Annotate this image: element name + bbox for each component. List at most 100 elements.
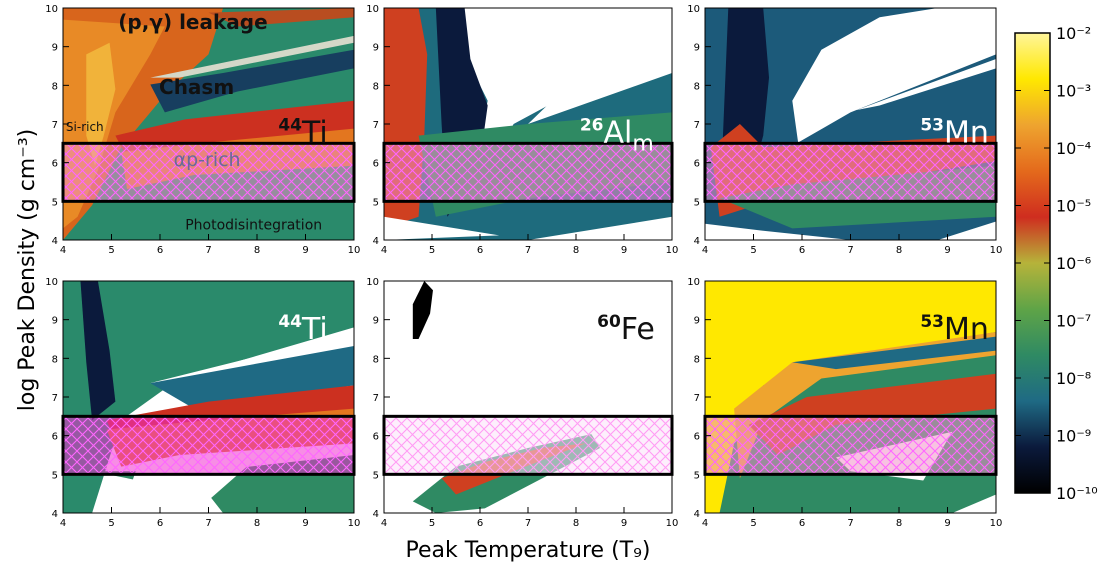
- x-tick-label: 7: [525, 245, 531, 256]
- x-tick-label: 4: [60, 518, 66, 529]
- y-tick-label: 9: [373, 316, 379, 327]
- y-tick-label: 4: [52, 509, 58, 520]
- x-tick-label: 7: [205, 518, 211, 529]
- colorbar-tick-label: 10⁻²: [1056, 24, 1091, 43]
- density-region: [705, 281, 996, 513]
- x-tick-label: 4: [60, 245, 66, 256]
- x-tick-label: 9: [302, 245, 308, 256]
- density-region: [528, 216, 672, 240]
- y-tick-label: 9: [373, 43, 379, 54]
- x-tick-label: 4: [381, 518, 387, 529]
- colorbar-tick-label: 10⁻⁸: [1056, 369, 1091, 388]
- isotope-label: 60Fe: [597, 312, 655, 347]
- x-tick-label: 9: [621, 518, 627, 529]
- y-tick-label: 10: [45, 277, 58, 288]
- y-tick-label: 6: [694, 159, 700, 170]
- x-tick-label: 5: [108, 518, 114, 529]
- density-region: [208, 8, 354, 27]
- y-tick-label: 9: [694, 316, 700, 327]
- y-tick-label: 4: [373, 236, 379, 247]
- isotope-label: 53Mn: [920, 312, 989, 347]
- region-annotation: (p,γ) leakage: [118, 10, 267, 34]
- x-tick-label: 7: [847, 245, 853, 256]
- region-annotation: Si-rich: [66, 120, 104, 134]
- x-tick-label: 10: [990, 518, 1003, 529]
- density-region: [412, 281, 433, 339]
- y-tick-label: 7: [694, 393, 700, 404]
- x-tick-label: 7: [847, 518, 853, 529]
- colorbar-tick-label: 10⁻⁵: [1056, 197, 1091, 216]
- y-tick-label: 6: [52, 432, 58, 443]
- y-tick-label: 9: [694, 43, 700, 54]
- y-tick-label: 4: [694, 236, 700, 247]
- y-tick-label: 8: [52, 354, 58, 365]
- x-tick-label: 9: [302, 518, 308, 529]
- isotope-label: 44Ti: [278, 312, 327, 347]
- y-tick-label: 8: [52, 81, 58, 92]
- colorbar-tick-label: 10⁻⁷: [1056, 312, 1091, 331]
- panel-top-middle: 4 5 6 7 8 9 10 4 5 6 7 8 9 10 26Alm: [366, 4, 678, 256]
- y-tick-label: 10: [687, 277, 700, 288]
- x-axis-title: Peak Temperature (T₉): [405, 538, 650, 563]
- density-region: [456, 8, 672, 162]
- y-tick-label: 8: [694, 81, 700, 92]
- y-tick-label: 4: [52, 236, 58, 247]
- colorbar-tick-label: 10⁻⁶: [1056, 254, 1091, 273]
- panel-bottom-left: 4 5 6 7 8 9 10 4 5 6 7 8 9 10 44Ti: [45, 277, 360, 529]
- density-region: [150, 35, 354, 78]
- alpha-p-band-hatch: [705, 143, 996, 202]
- y-tick-label: 8: [373, 81, 379, 92]
- y-tick-label: 10: [687, 4, 700, 15]
- density-region: [63, 281, 354, 513]
- panel-top-right: 4 5 6 7 8 9 10 4 5 6 7 8 9 10 53Mn: [687, 4, 1002, 256]
- heatmap-field: [705, 281, 996, 513]
- x-tick-label: 6: [477, 518, 483, 529]
- x-tick-label: 7: [205, 245, 211, 256]
- y-tick-label: 7: [694, 120, 700, 131]
- x-tick-label: 5: [429, 518, 435, 529]
- x-tick-label: 10: [990, 245, 1003, 256]
- y-tick-label: 4: [373, 509, 379, 520]
- heatmap-field: [384, 281, 672, 513]
- y-tick-label: 7: [52, 393, 58, 404]
- x-tick-label: 4: [702, 518, 708, 529]
- y-tick-label: 9: [52, 316, 58, 327]
- density-region: [150, 49, 354, 113]
- y-tick-label: 5: [694, 470, 700, 481]
- isotope-label: 53Mn: [920, 116, 989, 151]
- region-annotation: αp-rich: [174, 149, 241, 171]
- y-tick-label: 10: [45, 4, 58, 15]
- alpha-p-band-hatch: [63, 416, 354, 475]
- y-tick-label: 6: [373, 159, 379, 170]
- y-tick-label: 10: [366, 4, 379, 15]
- x-tick-label: 5: [750, 518, 756, 529]
- colorbar-tick-label: 10⁻⁴: [1056, 139, 1091, 158]
- heatmap-field: [705, 8, 996, 240]
- alpha-p-band-hatch: [705, 416, 996, 475]
- panel-bottom-right: 4 5 6 7 8 9 10 4 5 6 7 8 9 10 53Mn: [687, 277, 1002, 529]
- y-tick-label: 6: [52, 159, 58, 170]
- x-tick-label: 9: [944, 518, 950, 529]
- panels-group: 4 5 6 7 8 9 10 4 5 6 7 8 9 10 44Ti (p,γ) leakage Chasm Si…: [45, 4, 1002, 529]
- x-tick-label: 8: [573, 245, 579, 256]
- x-tick-label: 6: [477, 245, 483, 256]
- x-tick-label: 5: [750, 245, 756, 256]
- y-tick-label: 5: [373, 197, 379, 208]
- density-region: [528, 63, 672, 124]
- x-tick-label: 7: [525, 518, 531, 529]
- density-region: [484, 466, 572, 513]
- colorbar-tick-label: 10⁻¹⁰: [1056, 484, 1098, 503]
- colorbar: 10⁻² 10⁻³ 10⁻⁴ 10⁻⁵ 10⁻⁶ 10⁻⁷ 10⁻⁸ 10⁻⁹ 10⁻¹⁰: [1014, 24, 1098, 503]
- isotope-label: 26Alm: [580, 116, 654, 157]
- density-region: [150, 345, 354, 409]
- x-tick-label: 8: [254, 518, 260, 529]
- y-tick-label: 4: [694, 509, 700, 520]
- colorbar-tick-label: 10⁻⁹: [1056, 427, 1091, 446]
- x-tick-label: 10: [666, 245, 679, 256]
- y-tick-label: 5: [373, 470, 379, 481]
- x-tick-label: 8: [573, 518, 579, 529]
- region-annotation: Chasm: [159, 75, 234, 99]
- y-tick-label: 5: [52, 470, 58, 481]
- density-region: [792, 8, 996, 143]
